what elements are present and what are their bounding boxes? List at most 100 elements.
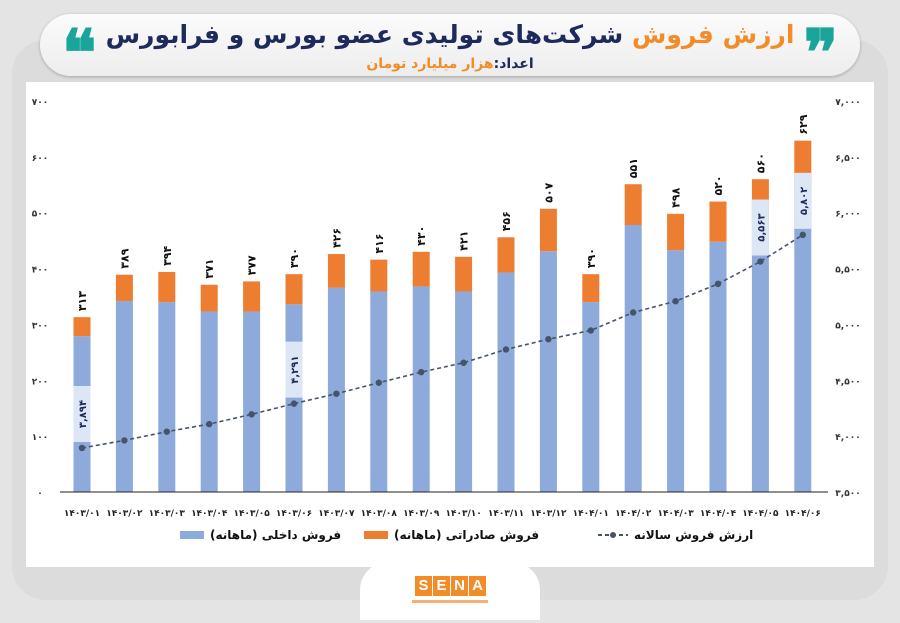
logo-letter: S	[415, 576, 432, 596]
annual-sales-point	[290, 400, 298, 407]
bar-export	[200, 284, 218, 312]
bar-total-label: ۳۹۰	[585, 248, 598, 268]
title-rest: شرکت‌های تولیدی عضو بورس و فرابورس	[105, 20, 624, 49]
annual-sales-point	[587, 327, 594, 334]
left-axis-tick-label: ۷۰۰	[32, 98, 48, 108]
right-axis-tick-label: ۶,۰۰۰	[835, 210, 860, 220]
x-axis-tick-label: ۱۴۰۳/۰۱	[64, 509, 100, 519]
bar-total-label: ۴۵۶	[500, 211, 513, 231]
right-axis-tick-label: ۴,۰۰۰	[835, 433, 860, 443]
bar-export	[327, 254, 345, 288]
bar-domestic	[709, 241, 727, 492]
annual-sales-point	[121, 437, 128, 444]
bar-export	[497, 237, 515, 273]
bar-domestic	[751, 225, 769, 492]
right-axis-tick-label: ۷,۰۰۰	[835, 98, 860, 108]
annual-sales-point	[163, 428, 170, 435]
subtitle-unit: هزار میلیارد تومان	[366, 56, 494, 72]
left-axis-tick-label: ۳۰۰	[32, 321, 48, 331]
x-axis-tick-label: ۱۴۰۴/۰۶	[785, 509, 821, 519]
logo-letter: N	[451, 576, 468, 596]
annual-sales-point	[630, 309, 637, 316]
bar-domestic	[582, 302, 600, 492]
bar-total-label: ۳۷۷	[246, 255, 259, 275]
bar-total-label: ۴۳۰	[415, 226, 428, 246]
bar-export	[73, 317, 91, 337]
x-axis-tick-label: ۱۴۰۳/۰۹	[403, 509, 440, 519]
annual-sales-point	[248, 411, 255, 418]
left-axis-tick-label: ۶۰۰	[32, 154, 48, 164]
bar-total-label: ۵۰۷	[542, 182, 555, 202]
bar-domestic	[497, 272, 515, 492]
annual-sales-point	[799, 231, 806, 239]
legend-domestic: فروش داخلی (ماهانه)	[180, 528, 341, 542]
right-axis-tick-label: ۶,۵۰۰	[835, 154, 860, 164]
x-axis-tick-label: ۱۴۰۳/۰۸	[361, 509, 398, 519]
annual-label-bg	[751, 199, 769, 256]
bar-total-label: ۳۷۱	[203, 259, 216, 279]
annual-label-bg	[794, 172, 812, 229]
right-axis-tick-label: ۳,۵۰۰	[835, 489, 860, 499]
bar-domestic	[667, 250, 685, 492]
subtitle-label: اعداد:	[493, 56, 534, 72]
bar-export	[709, 201, 727, 242]
bar-domestic	[370, 291, 388, 492]
legend-export: فروش صادراتی (ماهانه)	[364, 528, 539, 542]
x-axis-tick-label: ۱۴۰۴/۰۲	[615, 509, 652, 519]
bar-export	[243, 281, 261, 312]
annual-sales-line	[81, 234, 804, 449]
bar-export	[158, 271, 176, 303]
bar-export	[624, 184, 642, 226]
bar-domestic	[624, 225, 642, 492]
bar-domestic	[412, 286, 430, 492]
x-axis-tick-label: ۱۴۰۳/۰۵	[233, 509, 270, 519]
bar-export	[370, 259, 388, 292]
legend-domestic-swatch	[180, 531, 204, 539]
bar-total-label: ۴۹۸	[670, 187, 683, 207]
bar-export	[667, 213, 685, 251]
bar-total-label: ۴۲۶	[330, 228, 343, 248]
x-axis-tick-label: ۱۴۰۳/۱۲	[530, 509, 567, 519]
annual-sales-point	[757, 258, 764, 265]
bar-total-label: ۳۱۳	[76, 291, 89, 311]
annual-sales-point	[418, 368, 425, 376]
bar-domestic	[200, 311, 218, 492]
logo-letter: E	[433, 576, 450, 596]
bar-total-label: ۵۶۰	[754, 153, 767, 173]
annual-sales-point	[78, 444, 86, 452]
x-axis-tick-label: ۱۴۰۳/۰۴	[191, 509, 228, 519]
chart-subtitle: اعداد:هزار میلیارد تومان	[40, 56, 860, 72]
legend-annual: ارزش فروش سالانه	[598, 528, 753, 542]
bar-domestic	[285, 304, 303, 492]
bar-total-label: ۴۲۱	[458, 231, 471, 251]
x-axis-tick-label: ۱۴۰۳/۱۱	[488, 509, 524, 519]
bar-export	[412, 251, 430, 287]
bar-total-label: ۴۱۶	[373, 233, 386, 253]
bar-domestic	[539, 251, 557, 492]
sena-logo-letters: S E N A	[415, 576, 486, 596]
legend-annual-label: ارزش فروش سالانه	[634, 528, 754, 542]
legend-domestic-label: فروش داخلی (ماهانه)	[210, 528, 342, 542]
sena-logo: S E N A	[360, 562, 540, 620]
annual-sales-point	[375, 379, 382, 386]
x-axis-tick-label: ۱۴۰۴/۰۵	[742, 509, 779, 519]
x-axis-tick-label: ۱۴۰۴/۰۳	[657, 509, 694, 519]
annual-value-label: ۴,۲۹۱	[290, 356, 301, 384]
annual-sales-point	[714, 280, 722, 288]
left-axis-tick-label: ۵۰۰	[32, 210, 48, 220]
logo-tagline	[412, 600, 488, 603]
bar-export	[455, 256, 473, 292]
x-axis-tick-label: ۱۴۰۳/۰۲	[106, 509, 143, 519]
bar-domestic	[794, 188, 812, 492]
bar-export	[539, 208, 557, 252]
annual-value-label: ۳,۸۹۴	[78, 400, 89, 428]
annual-value-label: ۵,۵۶۳	[756, 213, 767, 241]
bar-domestic	[243, 311, 261, 492]
bar-total-label: ۵۲۰	[712, 175, 725, 195]
left-axis-tick-label: ۲۰۰	[32, 377, 48, 387]
bar-export	[582, 274, 600, 303]
bar-export	[115, 274, 133, 301]
right-axis-tick-label: ۵,۵۰۰	[835, 266, 860, 276]
bar-domestic	[455, 291, 473, 492]
